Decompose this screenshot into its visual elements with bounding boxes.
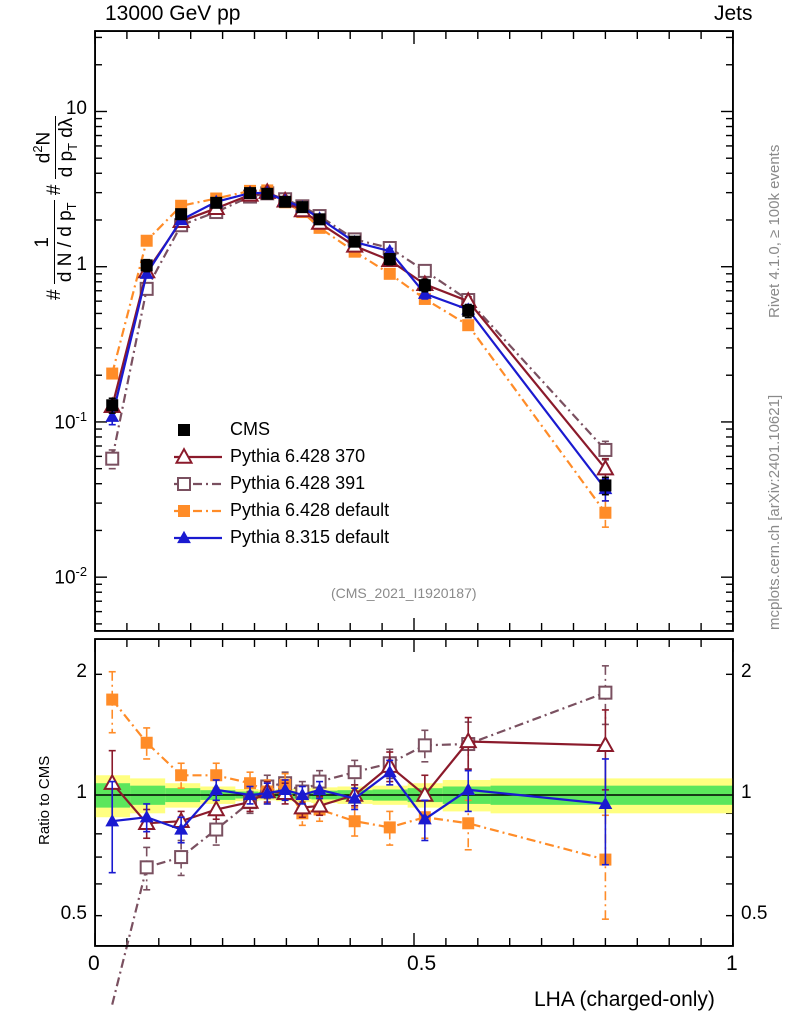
main-y-tick-label: 10-1 <box>54 408 87 434</box>
legend-label: Pythia 6.428 370 <box>230 446 366 466</box>
main-y-tick-label: 10-2 <box>54 564 87 589</box>
series-pythia-8-315-default <box>105 758 613 874</box>
main-y-tick-label: 1 <box>76 253 87 275</box>
x-axis-label: LHA (charged-only) <box>534 988 715 1011</box>
legend-marker-square-filled-icon <box>172 497 224 524</box>
header-beam-label: 13000 GeV pp <box>105 2 241 25</box>
legend-marker-square-filled-icon <box>172 416 224 443</box>
legend-label: Pythia 6.428 391 <box>230 473 366 493</box>
legend-label: CMS <box>230 419 270 439</box>
x-tick-label: 0 <box>88 952 100 975</box>
ratio-y-tick-label-right: 2 <box>741 661 752 683</box>
main-y-tick-label: 10 <box>65 98 87 120</box>
legend-label: Pythia 6.428 default <box>230 500 390 520</box>
x-tick-label: 1 <box>726 952 738 975</box>
legend-marker-triangle-open-icon <box>172 443 224 470</box>
legend-marker-square-open-icon <box>172 470 224 497</box>
analysis-id-watermark: (CMS_2021_I1920187) <box>331 585 477 601</box>
ratio-y-tick-label-left: 2 <box>76 661 87 683</box>
series-pythia-6-428-391 <box>111 665 613 1005</box>
legend-label: Pythia 8.315 default <box>230 527 390 547</box>
header-category-label: Jets <box>714 2 753 25</box>
ratio-y-tick-label-right: 0.5 <box>741 902 768 924</box>
x-tick-label: 0.5 <box>407 952 437 975</box>
ratio-y-tick-label-left: 1 <box>76 781 87 803</box>
legend-marker-triangle-filled-icon <box>172 524 224 551</box>
series-cms <box>106 187 612 496</box>
ratio-y-tick-label-left: 0.5 <box>60 902 87 924</box>
ratio-y-tick-label-right: 1 <box>741 781 752 803</box>
